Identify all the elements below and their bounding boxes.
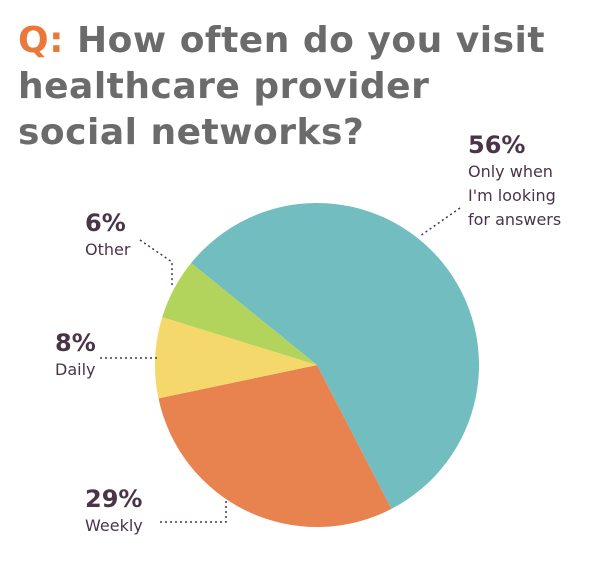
value-label: 29%	[85, 485, 143, 513]
category-label: Only when I'm looking for answers	[468, 162, 562, 229]
pie-slice	[158, 365, 392, 527]
title-prefix: Q:	[18, 20, 64, 61]
pie-slice	[191, 202, 480, 509]
pie-slice	[162, 263, 317, 365]
category-label: Other	[85, 240, 131, 259]
data-label: 56% Only when I'm looking for answers	[468, 130, 572, 232]
value-label: 6%	[85, 209, 126, 237]
pie-slice	[155, 317, 317, 399]
value-label: 8%	[55, 329, 96, 357]
data-label: 6% Other	[85, 208, 189, 262]
leader-line	[419, 207, 461, 237]
category-label: Weekly	[85, 516, 143, 535]
value-label: 56%	[468, 131, 526, 159]
category-label: Daily	[55, 360, 96, 379]
leader-line	[160, 500, 227, 523]
leader-line	[139, 239, 173, 288]
data-label: 29% Weekly	[85, 484, 189, 538]
title-text: How often do you visit healthcare provid…	[18, 20, 546, 153]
chart-title: Q: How often do you visit healthcare pro…	[18, 18, 558, 156]
data-label: 8% Daily	[55, 328, 159, 382]
